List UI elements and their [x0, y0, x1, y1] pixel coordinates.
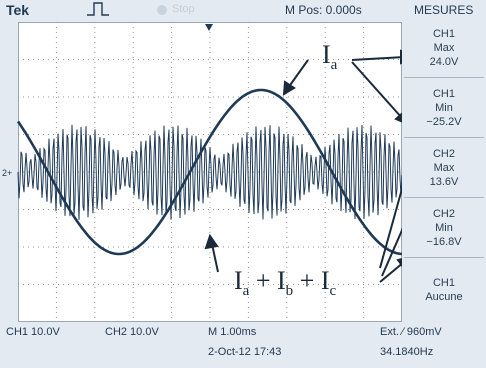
ground-marker-icon: 2+: [2, 168, 12, 178]
measurement-box-1[interactable]: CH1 Max 24.0V: [404, 22, 484, 78]
frequency-readout: 34.1840Hz: [380, 346, 434, 358]
sum-annotation: Ia + Ib + Ic: [234, 266, 337, 300]
acquisition-status: Stop: [172, 3, 195, 15]
measurements-title: MESURES: [414, 3, 474, 17]
ch1-scale: CH1 10.0V: [6, 326, 60, 338]
timebase: M 1.00ms: [208, 326, 257, 338]
ia-annotation: Ia: [322, 40, 338, 74]
waveform-display: 2+: [2, 22, 402, 322]
ch1-ia-trace: [16, 88, 402, 256]
bottom-status-bar: CH1 10.0V CH2 10.0V M 1.00ms Ext. ∕ 960m…: [0, 322, 486, 368]
measurement-box-5[interactable]: CH1 Aucune: [425, 277, 463, 303]
top-status-bar: Tek Stop M Pos: 0.000s MESURES: [0, 0, 486, 20]
stop-indicator-icon: [157, 5, 167, 15]
measurement-box-2[interactable]: CH1 Min −25.2V: [404, 82, 484, 138]
trigger-level: Ext. ∕ 960mV: [380, 326, 442, 338]
trigger-edge-icon: [87, 2, 109, 16]
measurement-panel: CH1 Max 24.0V CH1 Min −25.2V CH2 Max 13.…: [404, 22, 484, 322]
annotation-arrows: [204, 49, 402, 283]
graticule-lines: [18, 22, 402, 322]
measurement-box-4[interactable]: CH2 Min −16.8V: [404, 202, 484, 258]
ch2-scale: CH2 10.0V: [105, 326, 159, 338]
ch2-sum-trace: [17, 124, 402, 220]
date-time: 2-Oct-12 17:43: [208, 346, 282, 358]
trigger-position-marker-icon: [205, 24, 213, 31]
horizontal-position: M Pos: 0.000s: [285, 3, 362, 17]
brand-label: Tek: [6, 2, 30, 18]
measurement-box-3[interactable]: CH2 Max 13.6V: [404, 142, 484, 198]
